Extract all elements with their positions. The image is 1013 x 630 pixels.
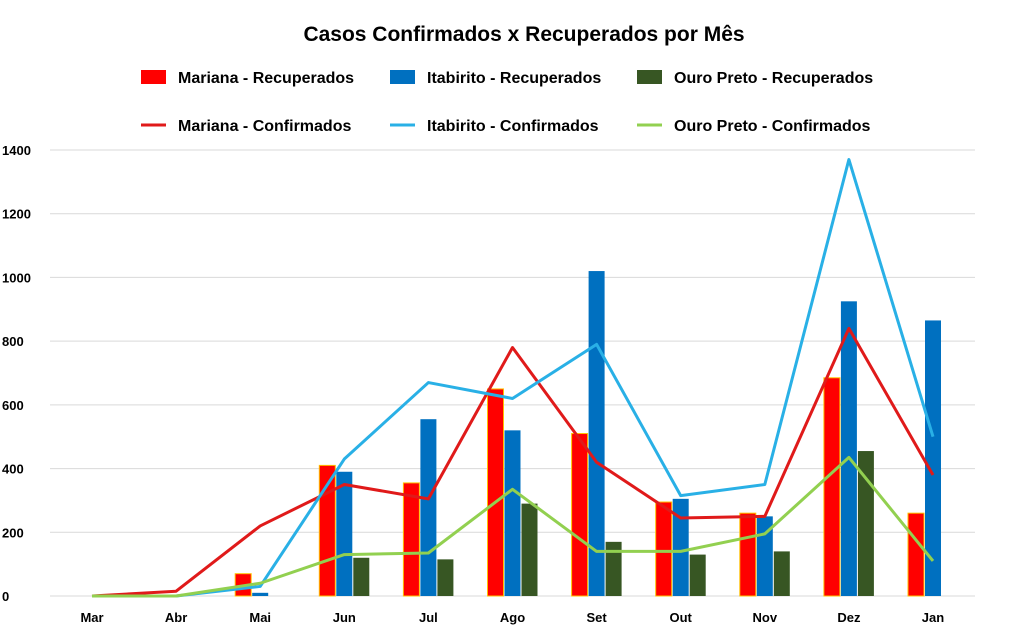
y-tick-label: 800 <box>2 334 24 349</box>
legend: Mariana - Recuperados Itabirito - Recuper… <box>141 70 873 135</box>
x-tick-label: Out <box>670 610 693 625</box>
bar <box>672 498 689 596</box>
bar <box>318 464 336 597</box>
bar <box>521 503 538 596</box>
x-tick-label: Ago <box>500 610 525 625</box>
bar <box>420 419 437 596</box>
legend-swatch <box>637 70 662 84</box>
series-line <box>92 158 935 598</box>
legend-label: Ouro Preto - Recuperados <box>674 70 873 87</box>
bars <box>234 271 941 597</box>
x-tick-label: Jun <box>333 610 356 625</box>
legend-label: Mariana - Confirmados <box>178 118 351 135</box>
x-tick-label: Set <box>586 610 607 625</box>
bar <box>353 557 370 596</box>
bar <box>773 551 790 596</box>
bar <box>823 377 841 597</box>
bar <box>571 433 589 597</box>
x-tick-label: Mai <box>249 610 271 625</box>
legend-swatch <box>390 70 415 84</box>
axis-labels: 0 200 400 600 800 1000 1200 1400 Mar Abr Mai Jun Jul… <box>2 143 944 625</box>
series-line <box>92 455 935 598</box>
bar <box>907 512 925 597</box>
bar <box>739 512 757 597</box>
bar <box>756 516 773 596</box>
legend-label: Itabirito - Confirmados <box>427 118 599 135</box>
y-tick-label: 400 <box>2 462 24 477</box>
bar <box>689 554 706 596</box>
bar <box>504 430 521 596</box>
legend-label: Mariana - Recuperados <box>178 70 354 87</box>
bar <box>925 320 941 596</box>
x-tick-label: Jan <box>922 610 944 625</box>
bar <box>655 501 673 597</box>
legend-label: Itabirito - Recuperados <box>427 70 601 87</box>
legend-label: Ouro Preto - Confirmados <box>674 118 871 135</box>
chart-title: Casos Confirmados x Recuperados por Mês <box>303 23 744 46</box>
x-tick-label: Dez <box>837 610 861 625</box>
x-tick-label: Mar <box>80 610 103 625</box>
y-tick-label: 0 <box>2 589 9 604</box>
x-tick-label: Abr <box>165 610 187 625</box>
y-tick-label: 1000 <box>2 270 31 285</box>
bar <box>437 559 454 596</box>
bar <box>605 541 622 596</box>
bar-series <box>353 451 874 596</box>
lines <box>91 158 935 598</box>
y-tick-label: 600 <box>2 398 24 413</box>
y-tick-label: 1200 <box>2 207 31 222</box>
y-tick-label: 1400 <box>2 143 31 158</box>
bar <box>402 482 420 597</box>
bar <box>487 388 504 597</box>
x-tick-label: Jul <box>419 610 438 625</box>
bar <box>840 301 857 596</box>
bar <box>336 471 353 596</box>
bar <box>252 592 269 596</box>
x-tick-label: Nov <box>753 610 778 625</box>
y-tick-label: 200 <box>2 525 24 540</box>
legend-swatch <box>141 70 166 84</box>
series-line <box>91 326 935 598</box>
bar <box>857 451 874 596</box>
